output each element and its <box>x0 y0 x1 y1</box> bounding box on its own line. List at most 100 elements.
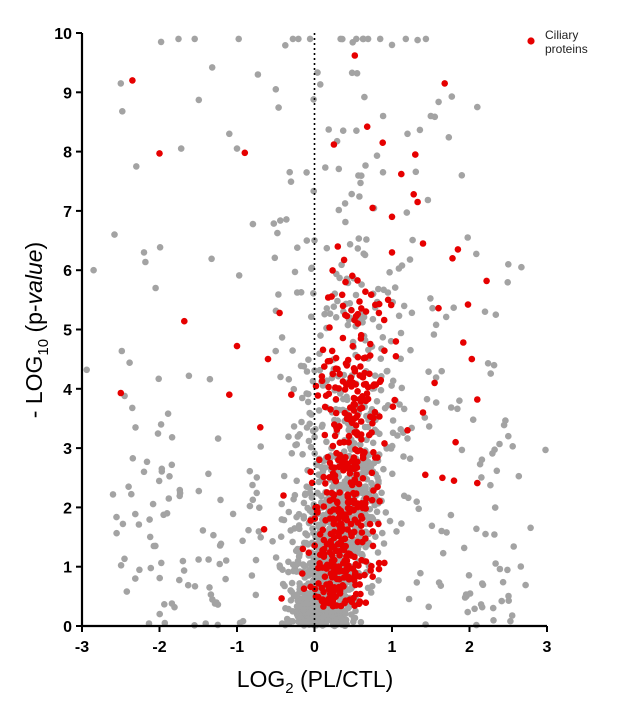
ciliary-protein-point <box>321 431 329 439</box>
protein-point <box>180 567 188 574</box>
ciliary-protein-point <box>359 374 367 381</box>
protein-point <box>222 575 229 583</box>
protein-point <box>518 263 525 271</box>
protein-point <box>496 565 504 573</box>
ciliary-protein-point <box>362 535 369 542</box>
protein-point <box>310 558 318 565</box>
protein-point <box>421 414 429 421</box>
ciliary-protein-point <box>356 598 364 605</box>
protein-point <box>505 597 512 604</box>
protein-point <box>311 367 318 374</box>
ciliary-protein-point <box>311 542 319 549</box>
ciliary-protein-point <box>474 479 481 487</box>
protein-point <box>469 416 477 424</box>
protein-point <box>285 568 292 576</box>
protein-point <box>482 530 489 538</box>
protein-point <box>302 530 309 537</box>
ciliary-protein-point <box>356 581 364 588</box>
ciliary-protein-point <box>439 474 446 482</box>
protein-point <box>301 491 309 499</box>
protein-point <box>285 376 293 383</box>
x-tick-label: -1 <box>230 639 244 656</box>
protein-point <box>132 575 139 582</box>
ciliary-protein-point <box>379 139 387 146</box>
ciliary-protein-point <box>435 304 442 312</box>
protein-point <box>296 525 303 533</box>
protein-point <box>445 134 453 141</box>
ciliary-protein-point <box>361 449 368 456</box>
protein-point <box>208 255 215 263</box>
protein-point <box>504 566 511 574</box>
protein-point <box>303 237 311 244</box>
protein-point <box>391 284 399 291</box>
ciliary-protein-point <box>314 392 322 399</box>
protein-point <box>185 372 193 380</box>
ciliary-protein-point <box>260 526 268 533</box>
protein-point <box>477 601 485 608</box>
protein-point <box>505 432 512 440</box>
protein-point <box>287 527 295 534</box>
protein-point <box>355 172 362 179</box>
protein-point <box>117 562 125 569</box>
ciliary-protein-point <box>350 497 358 504</box>
ciliary-protein-point <box>362 380 370 388</box>
protein-point <box>308 494 316 501</box>
protein-point <box>509 443 516 450</box>
protein-point <box>364 423 372 431</box>
ciliary-protein-point <box>324 581 331 588</box>
protein-point <box>490 617 497 624</box>
protein-point <box>425 368 432 376</box>
protein-point <box>140 249 148 256</box>
protein-point <box>493 467 501 475</box>
ciliary-protein-point <box>375 309 383 317</box>
protein-point <box>298 418 305 426</box>
protein-point <box>432 399 440 406</box>
protein-point <box>382 509 390 516</box>
protein-point <box>289 618 297 625</box>
ciliary-protein-point <box>329 515 337 522</box>
protein-point <box>377 355 385 363</box>
protein-point <box>336 274 343 282</box>
ciliary-protein-point <box>329 370 337 378</box>
protein-point <box>403 209 411 216</box>
protein-point <box>432 374 440 381</box>
ciliary-protein-point <box>362 308 370 315</box>
ciliary-protein-point <box>333 426 341 434</box>
protein-point <box>306 420 314 428</box>
protein-point <box>176 576 183 584</box>
ciliary-protein-point <box>483 277 490 285</box>
protein-point <box>168 600 176 607</box>
protein-point <box>407 346 414 354</box>
protein-point <box>306 35 314 43</box>
protein-point <box>249 220 257 228</box>
ciliary-protein-point <box>315 580 322 587</box>
y-tick-label: 2 <box>63 500 72 517</box>
protein-point <box>140 468 148 476</box>
ciliary-protein-point <box>389 403 397 411</box>
protein-point <box>117 80 125 87</box>
protein-point <box>364 35 372 43</box>
protein-point <box>361 251 369 259</box>
protein-point <box>375 285 382 293</box>
protein-point <box>389 470 396 478</box>
legend-marker <box>527 37 535 45</box>
protein-point <box>478 580 486 587</box>
protein-point <box>447 404 455 411</box>
protein-point <box>156 610 163 618</box>
ciliary-protein-point <box>362 599 370 606</box>
ciliary-protein-point <box>355 480 363 488</box>
protein-point <box>310 187 318 195</box>
ciliary-protein-point <box>342 597 350 604</box>
ciliary-protein-point <box>332 547 340 555</box>
ciliary-protein-point <box>370 449 377 456</box>
ciliary-protein-point <box>375 300 383 308</box>
ciliary-protein-point <box>339 460 347 467</box>
protein-point <box>368 582 376 590</box>
protein-point <box>272 347 280 355</box>
protein-point <box>277 533 285 540</box>
ciliary-protein-point <box>404 427 411 434</box>
protein-point <box>315 407 323 414</box>
ciliary-protein-point <box>316 564 324 571</box>
ciliary-protein-point <box>460 339 467 346</box>
protein-point <box>341 200 349 207</box>
